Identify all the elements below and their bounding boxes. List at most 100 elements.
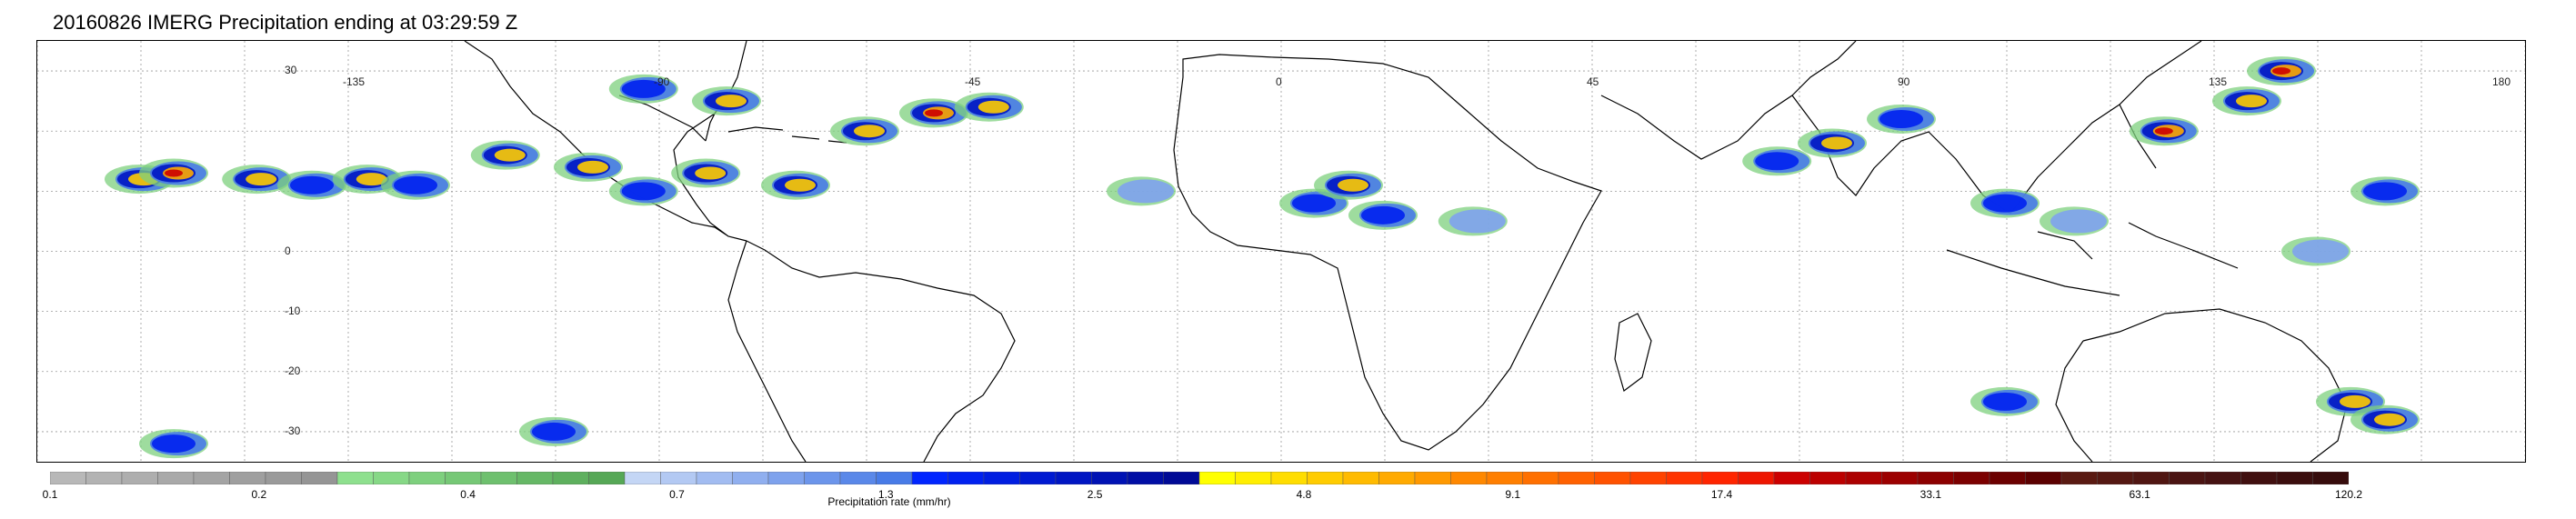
precip-cell	[1107, 176, 1176, 206]
colorbar-segment	[660, 472, 697, 484]
colorbar-tick-label: 17.4	[1710, 488, 1733, 501]
precip-cell	[2247, 56, 2316, 86]
precip-cell-ring	[716, 95, 747, 108]
colorbar-tick-label: 0.4	[460, 488, 476, 501]
lon-label: -90	[654, 75, 670, 88]
colorbar-segment	[2204, 472, 2241, 484]
lat-label: -30	[285, 424, 301, 437]
lon-label: 90	[1898, 75, 1910, 88]
colorbar-segment	[408, 472, 446, 484]
colorbar-segment	[552, 472, 589, 484]
precip-cell	[554, 152, 623, 182]
colorbar-segment	[1917, 472, 1954, 484]
precip-cell-ring	[1983, 392, 2027, 411]
colorbar-segment	[1414, 472, 1451, 484]
precip-cell	[1867, 104, 1936, 134]
coastline-south-america	[727, 240, 1016, 462]
precip-cell	[1970, 188, 2040, 218]
precip-cell	[139, 429, 208, 459]
colorbar-segment	[1738, 472, 1775, 484]
colorbar-segment	[2132, 472, 2170, 484]
precip-cell	[2350, 404, 2420, 434]
colorbar-segment	[1270, 472, 1308, 484]
precip-cell-ring	[2340, 394, 2371, 408]
colorbar-segment	[804, 472, 841, 484]
colorbar-segment	[480, 472, 517, 484]
colorbar-segment	[1450, 472, 1488, 484]
colorbar-segment	[1235, 472, 1272, 484]
colorbar-segment	[1127, 472, 1164, 484]
map-canvas	[37, 41, 2525, 462]
colorbar-segment	[1953, 472, 1990, 484]
precip-cell-ring	[2374, 413, 2405, 426]
colorbar-segment	[1307, 472, 1344, 484]
colorbar-segment	[445, 472, 482, 484]
precip-cell-ring	[1879, 109, 1923, 128]
precip-cell-ring	[1361, 205, 1405, 225]
colorbar-segment	[588, 472, 626, 484]
lat-label: -20	[285, 364, 301, 377]
precip-cell-ring	[2292, 239, 2349, 264]
precip-cell-ring	[925, 109, 943, 117]
colorbar-segment	[1091, 472, 1128, 484]
precip-cell-ring	[2154, 127, 2173, 135]
colorbar-segment	[1989, 472, 2026, 484]
precip-cell-ring	[2236, 95, 2267, 108]
colorbar	[50, 472, 2349, 484]
colorbar-segment	[1701, 472, 1739, 484]
precip-cell-ring	[977, 100, 1009, 114]
precip-cell-ring	[577, 160, 608, 174]
lon-label: -45	[965, 75, 981, 88]
colorbar-segment	[2025, 472, 2062, 484]
precip-cell-ring	[1755, 152, 1799, 171]
precip-cell	[1970, 386, 2040, 416]
coastline-australia	[2055, 308, 2348, 462]
lon-label: 135	[2209, 75, 2228, 88]
colorbar-segment	[911, 472, 948, 484]
precip-cell-ring	[152, 434, 195, 454]
precip-cell-ring	[165, 169, 183, 177]
colorbar-segment	[1522, 472, 1559, 484]
lon-label: 0	[1276, 75, 1282, 88]
colorbar-segment	[732, 472, 769, 484]
precip-cell	[830, 116, 899, 146]
colorbar-segment	[2097, 472, 2134, 484]
colorbar-segment	[1019, 472, 1057, 484]
lat-label: 30	[285, 64, 297, 77]
lon-label: -135	[343, 75, 366, 88]
precip-cell	[381, 170, 450, 200]
coastline-caribbean	[727, 126, 847, 144]
precip-cell-ring	[1821, 136, 1852, 150]
coastlines	[464, 41, 2348, 462]
lon-label: 180	[2492, 75, 2511, 88]
colorbar-segment	[1666, 472, 1703, 484]
colorbar-segment	[1773, 472, 1810, 484]
colorbar-segment	[839, 472, 877, 484]
colorbar-segment	[336, 472, 374, 484]
colorbar-label: Precipitation rate (mm/hr)	[827, 495, 951, 508]
precip-cell-ring	[1292, 194, 1336, 213]
precip-cell	[899, 98, 968, 128]
coastline-indonesia	[1946, 222, 2239, 296]
precip-cell	[2350, 176, 2420, 206]
colorbar-segment	[2169, 472, 2206, 484]
colorbar-segment	[624, 472, 661, 484]
colorbar-segment	[301, 472, 338, 484]
colorbar-segment	[1486, 472, 1523, 484]
precip-cell-ring	[2050, 209, 2107, 234]
precip-cell	[671, 158, 741, 188]
colorbar-tick-label: 0.7	[669, 488, 685, 501]
lat-label: -10	[285, 304, 301, 317]
coastline-east-asia	[2010, 41, 2202, 215]
precip-cell-ring	[621, 79, 666, 98]
colorbar-segment	[876, 472, 913, 484]
colorbar-tick-label: 0.1	[42, 488, 58, 501]
colorbar-tick-label: 4.8	[1296, 488, 1312, 501]
colorbar-segment	[947, 472, 985, 484]
precip-cell-ring	[621, 182, 666, 201]
colorbar-segment	[2060, 472, 2098, 484]
colorbar-segment	[121, 472, 158, 484]
precip-cell	[1348, 200, 1418, 230]
precip-cell	[2129, 116, 2199, 146]
precip-cell	[692, 86, 761, 116]
